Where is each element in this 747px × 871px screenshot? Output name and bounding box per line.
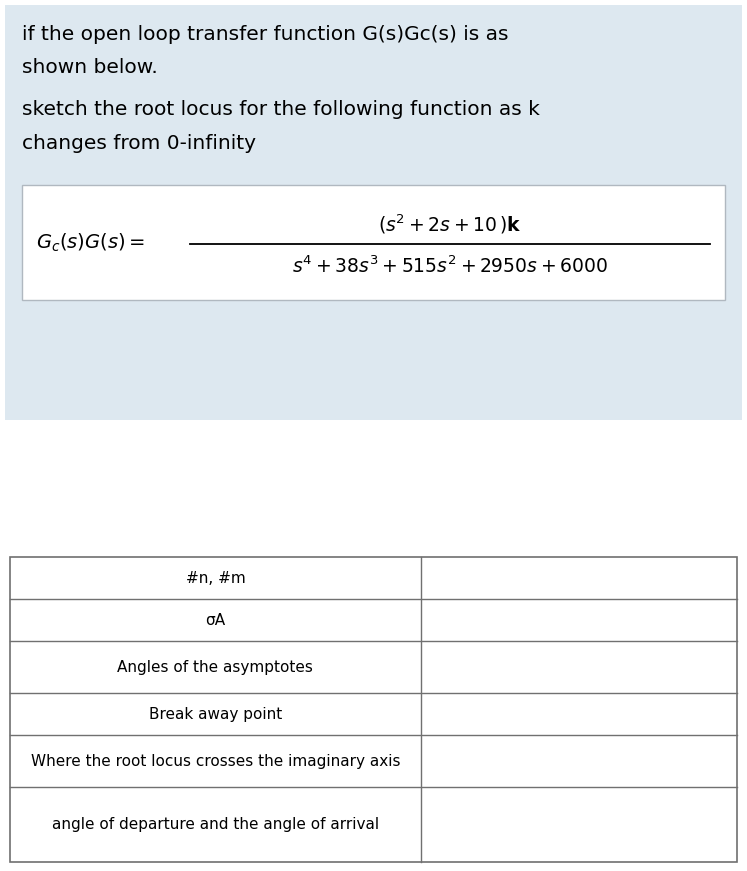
FancyBboxPatch shape [5,5,742,420]
Text: if the open loop transfer function G(s)Gc(s) is as: if the open loop transfer function G(s)G… [22,25,509,44]
Text: $s^4 + 38s^3 + 515s^2 + 2950s + 6000$: $s^4 + 38s^3 + 515s^2 + 2950s + 6000$ [292,256,608,277]
FancyBboxPatch shape [22,185,725,300]
Text: σA: σA [205,612,226,627]
Text: Angles of the asymptotes: Angles of the asymptotes [117,659,313,674]
Text: angle of departure and the angle of arrival: angle of departure and the angle of arri… [52,817,379,832]
Text: $(s^2 + 2s + 10\,)\mathbf{k}$: $(s^2 + 2s + 10\,)\mathbf{k}$ [378,213,522,236]
Text: Where the root locus crosses the imaginary axis: Where the root locus crosses the imagina… [31,753,400,768]
Text: #n, #m: #n, #m [185,571,245,585]
Text: Break away point: Break away point [149,706,282,721]
Text: $G_c(s)G(s) =$: $G_c(s)G(s) =$ [36,232,145,253]
FancyBboxPatch shape [10,557,737,862]
Text: sketch the root locus for the following function as k: sketch the root locus for the following … [22,100,540,119]
Text: shown below.: shown below. [22,58,158,77]
Text: changes from 0-infinity: changes from 0-infinity [22,134,256,153]
